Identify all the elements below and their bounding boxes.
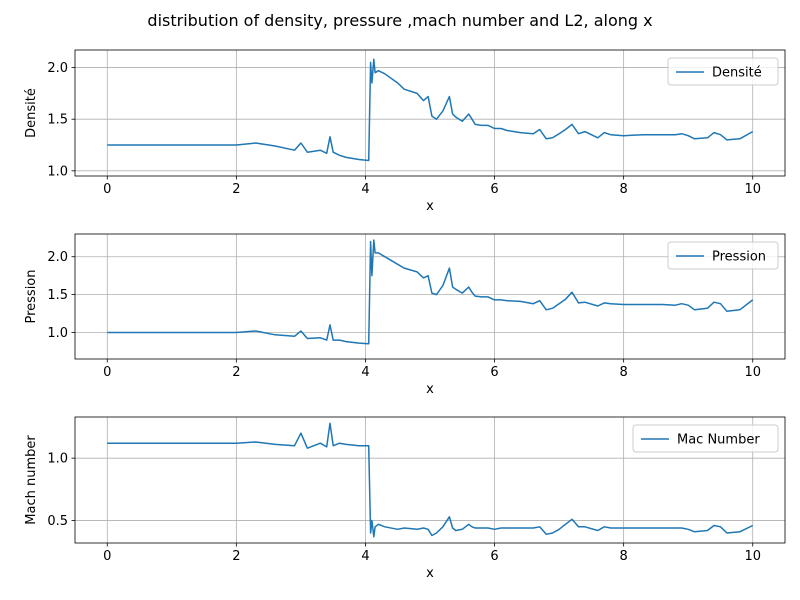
plot-frame [74, 233, 786, 360]
y-tick-label: 0.5 [47, 514, 68, 529]
figure-title: distribution of density, pressure ,mach … [147, 11, 652, 30]
x-tick-label: 6 [490, 549, 498, 564]
legend: Pression [667, 241, 779, 270]
legend-box [667, 57, 779, 86]
legend: Mac Number [632, 424, 779, 453]
subplot-2: 0 2 4 6 8 10 1.0 1.5 2.0 x Pression Pression [24, 233, 786, 397]
series-line-1 [107, 422, 754, 538]
legend-box [632, 424, 779, 453]
x-tick-label: 0 [103, 365, 111, 380]
x-tick-label: 0 [103, 549, 111, 564]
x-tick-label: 2 [232, 182, 240, 197]
y-tick-label: 2.0 [47, 61, 68, 76]
x-tick-label: 6 [490, 365, 498, 380]
legend-label: Pression [712, 250, 766, 265]
x-axis-label: x [426, 382, 434, 397]
y-axis-label: Pression [24, 269, 39, 323]
x-tick-label: 4 [361, 549, 369, 564]
x-axis-label: x [426, 199, 434, 214]
x-axis-label: x [426, 566, 434, 581]
x-tick-label: 8 [619, 549, 627, 564]
x-tick-label: 2 [232, 365, 240, 380]
x-tick-label: 10 [744, 182, 761, 197]
plot-frame [74, 49, 786, 177]
plot-frame [74, 416, 786, 544]
legend-box [667, 241, 779, 270]
y-axis-label: Mach number [24, 435, 39, 525]
y-tick-label: 2.0 [47, 250, 68, 265]
subplot-1: 0 2 4 6 8 10 1.0 1.5 2.0 x Densité Densité [24, 49, 786, 214]
subplots: 0 2 4 6 8 10 1.0 1.5 2.0 x Densité Densité 0 2 4 6 8 10 1.… [24, 49, 786, 581]
y-tick-label: 1.5 [47, 288, 68, 303]
subplot-3: 0 2 4 6 8 10 0.5 1.0 x Mach number Mac Number [24, 416, 786, 581]
legend: Densité [667, 57, 779, 86]
y-tick-label: 1.5 [47, 113, 68, 128]
series-line-1 [107, 58, 754, 162]
x-tick-label: 4 [361, 365, 369, 380]
x-tick-label: 10 [744, 549, 761, 564]
y-tick-label: 1.0 [47, 326, 68, 341]
legend-label: Densité [712, 66, 762, 81]
x-tick-label: 8 [619, 182, 627, 197]
x-tick-label: 2 [232, 549, 240, 564]
series-line-1 [107, 239, 754, 345]
x-tick-label: 10 [744, 365, 761, 380]
legend-label: Mac Number [677, 433, 760, 448]
x-tick-label: 6 [490, 182, 498, 197]
y-axis-label: Densité [24, 88, 39, 138]
x-tick-label: 4 [361, 182, 369, 197]
x-tick-label: 0 [103, 182, 111, 197]
y-tick-label: 1.0 [47, 164, 68, 179]
x-tick-label: 8 [619, 365, 627, 380]
y-tick-label: 1.0 [47, 452, 68, 467]
